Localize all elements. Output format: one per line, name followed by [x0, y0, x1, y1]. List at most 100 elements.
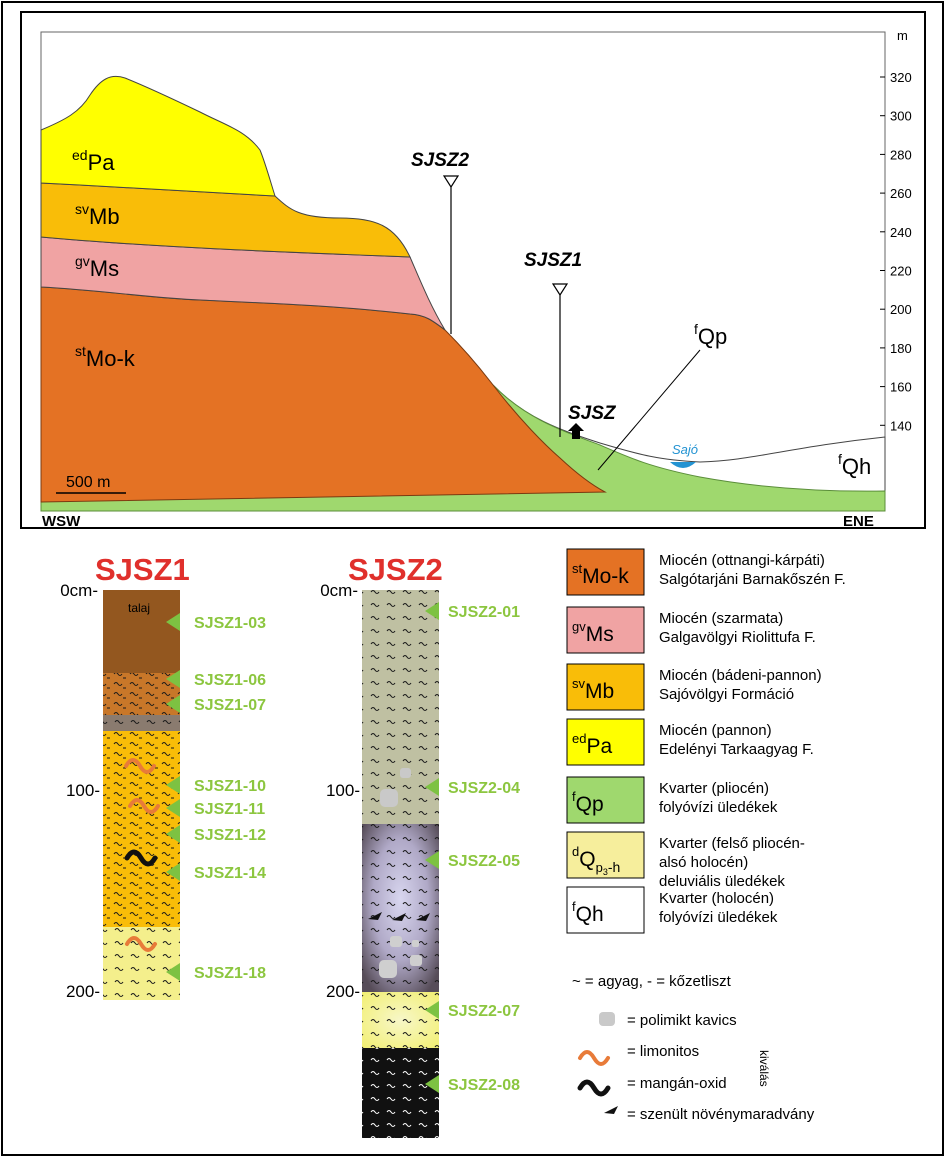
depth-label: 200-	[66, 982, 100, 1001]
legend-item: dQp3-h Kvarter (felső pliocén-alsó holocé…	[566, 831, 805, 890]
legend-description: alsó holocén)	[659, 854, 748, 871]
legend-limonite-text: = limonitos	[627, 1043, 699, 1060]
limonite-symbol	[125, 936, 157, 952]
depth-label: 0cm-	[60, 581, 98, 600]
legend-unit-code: dQp3-h	[572, 844, 620, 877]
sample-marker	[166, 670, 180, 688]
cross-section: m 320 300 280 260 240 220 200 180 160 140 edPa sv…	[20, 11, 926, 530]
borehole-sjsz2-label: SJSZ2	[411, 150, 470, 171]
legend-item: edPa Miocén (pannon) Edelényi Tarkaagyag F…	[566, 718, 814, 766]
unit-label-fQp: fQp	[694, 321, 727, 349]
sample-marker	[166, 825, 180, 843]
log-layer-black-pattern	[362, 1048, 439, 1138]
legend-swatch	[566, 548, 645, 596]
legend-swatch	[566, 718, 645, 766]
axis-tick-label: 180	[890, 341, 912, 356]
axis-tick-label: 240	[890, 225, 912, 240]
log-sjsz1: SJSZ1 0cm- 100- 200- talaj SJSZ1-03 SJSZ1…	[60, 552, 266, 1001]
legend-swatch	[566, 831, 645, 879]
river-label: Sajó	[672, 442, 698, 457]
legend-unit-code: edPa	[572, 731, 612, 758]
gravel-symbol	[410, 955, 422, 966]
gravel-symbol	[379, 960, 397, 978]
legend-description: Salgótarjáni Barnakőszén F.	[659, 571, 846, 588]
legend-swatch	[566, 886, 645, 934]
legend-precipitation-text: kiválás	[757, 1050, 771, 1087]
sample-label: SJSZ1-10	[194, 778, 266, 795]
sample-marker	[166, 863, 180, 881]
sample-marker	[166, 613, 180, 631]
unit-label-svMb: svMb	[75, 201, 120, 229]
legend-description: folyóvízi üledékek	[659, 799, 778, 816]
unit-label-edPa: edPa	[72, 147, 115, 175]
legend-item: gvMs Miocén (szarmata) Galgavölgyi Riolitt…	[566, 606, 816, 654]
direction-wsw: WSW	[42, 513, 81, 530]
log-layer-yellow-pattern	[362, 992, 439, 1048]
unit-label-fQh: fQh	[838, 451, 871, 479]
axis-tick-label: 160	[890, 380, 912, 395]
gravel-symbol	[390, 936, 402, 947]
legend-description: Edelényi Tarkaagyag F.	[659, 741, 814, 758]
log-layer-soil	[103, 590, 180, 673]
sample-marker	[425, 602, 439, 620]
legend-lithology-text: ~ = agyag, - = kőzetliszt	[572, 973, 732, 990]
legend-description: Galgavölgyi Riolittufa F.	[659, 629, 816, 646]
site-arrow-icon	[568, 423, 584, 439]
sample-label: SJSZ1-14	[194, 865, 266, 882]
manganese-oxide-symbol	[124, 849, 158, 867]
legend-description: Miocén (ottnangi-kárpáti)	[659, 552, 825, 569]
scale-bar: 500 m	[56, 474, 126, 494]
soil-label: talaj	[128, 601, 150, 615]
sample-label: SJSZ1-06	[194, 672, 266, 689]
limonite-symbol	[128, 798, 160, 814]
legend-description: deluviális üledékek	[659, 873, 785, 890]
sample-marker	[166, 776, 180, 794]
plant-remains-symbol	[392, 913, 406, 921]
legend-description: Kvarter (pliocén)	[659, 780, 769, 797]
legend-plant-icon	[604, 1106, 618, 1114]
site-sjsz: SJSZ	[568, 403, 617, 439]
legend-description: Kvarter (felső pliocén-	[659, 835, 805, 852]
legend-manganese-text: = mangán-oxid	[627, 1075, 727, 1092]
borehole-marker	[442, 175, 460, 189]
borehole-marker	[551, 283, 569, 297]
legend-unit-code: fQp	[572, 789, 604, 816]
legend-description: Sajóvölgyi Formáció	[659, 686, 794, 703]
sample-label: SJSZ1-12	[194, 827, 266, 844]
axis-tick-label: 200	[890, 302, 912, 317]
direction-ene: ENE	[843, 513, 874, 530]
gravel-symbol	[380, 789, 398, 807]
log-layer-gray-green-pattern	[362, 590, 439, 824]
sample-label: SJSZ2-08	[448, 1077, 520, 1094]
axis-tick-label: 320	[890, 70, 912, 85]
legend-item: fQh Kvarter (holocén) folyóvízi üledékek	[566, 886, 778, 934]
log-sjsz2-title: SJSZ2	[348, 552, 443, 587]
sample-label: SJSZ2-07	[448, 1003, 520, 1020]
legend-unit-code: svMb	[572, 676, 614, 703]
log-layer-purple-pattern	[362, 824, 439, 992]
fQp-leader-line	[597, 349, 701, 471]
sample-marker	[425, 851, 439, 869]
axis-tick-label: 220	[890, 264, 912, 279]
sample-marker	[166, 963, 180, 981]
axis-tick-label: 280	[890, 147, 912, 162]
borehole-sjsz1-label: SJSZ1	[524, 250, 582, 271]
log-layer-gray-pattern	[103, 715, 180, 731]
sample-marker	[166, 799, 180, 817]
plant-remains-symbol	[416, 913, 430, 921]
plant-remains-symbol	[368, 912, 382, 920]
legend-gravel-text: = polimikt kavics	[627, 1012, 737, 1029]
legend-swatch	[566, 663, 645, 711]
layer-edPa	[40, 75, 276, 197]
sample-label: SJSZ2-04	[448, 780, 520, 797]
sample-marker	[425, 778, 439, 796]
elevation-axis: m 320 300 280 260 240 220 200 180 160 140	[880, 28, 912, 433]
legend-swatch	[566, 606, 645, 654]
axis-unit-label: m	[897, 28, 908, 43]
log-layer-orange-pattern	[103, 731, 180, 927]
axis-tick-label: 300	[890, 109, 912, 124]
legend-description: Miocén (pannon)	[659, 722, 772, 739]
legend-item: svMb Miocén (bádeni-pannon) Sajóvölgyi For…	[566, 663, 822, 711]
legend-unit-code: stMo-k	[572, 561, 629, 588]
